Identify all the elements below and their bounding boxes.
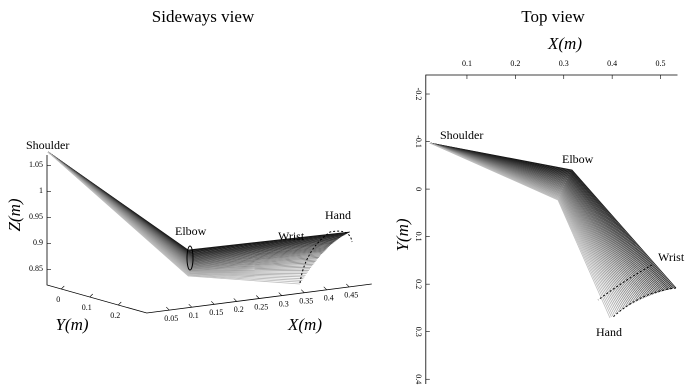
annotation: Wrist [658, 250, 685, 264]
x-tick-label: 0.4 [324, 294, 334, 303]
x-tick-label: 0.3 [559, 59, 569, 68]
x-tick [346, 283, 350, 288]
y-tick-label: 0.1 [414, 232, 423, 242]
annotation: Shoulder [26, 138, 69, 152]
hand-path [611, 287, 677, 319]
y-tick-label: 0.1 [82, 303, 92, 312]
x-tick-label: 0.15 [209, 308, 223, 317]
y-tick-label: 0.2 [414, 279, 423, 289]
y-tick [61, 285, 65, 290]
x-tick-label: 0.3 [279, 299, 289, 308]
x-tick-label: 0.5 [656, 59, 666, 68]
wrist-path [597, 264, 653, 301]
x-tick-label: 0.45 [344, 291, 358, 300]
annotation: Hand [596, 325, 622, 339]
annotation: Hand [325, 208, 351, 222]
z-tick-label: 0.85 [29, 264, 43, 273]
z-tick-label: 1.05 [29, 160, 43, 169]
y-tick-label: 0.2 [110, 311, 120, 320]
x-tick [233, 298, 237, 302]
annotation: Elbow [175, 224, 207, 238]
x-tick [278, 292, 282, 296]
x-tick-label: 0.2 [510, 59, 520, 68]
x-tick [211, 301, 215, 305]
axis-line [46, 155, 372, 314]
x-tick [301, 289, 305, 293]
arm-trace [429, 142, 669, 290]
x-tick-label: 0.2 [234, 305, 244, 314]
z-tick-label: 1 [39, 186, 43, 195]
y-axis-label: Y(m) [393, 218, 412, 251]
x-tick [323, 286, 327, 291]
annotation: Elbow [562, 152, 594, 166]
y-tick [118, 301, 122, 306]
arm-trace [47, 151, 301, 285]
z-axis-label: Z(m) [5, 198, 24, 231]
arm-trace [47, 151, 302, 283]
x-tick-label: 0.35 [299, 297, 313, 306]
axis-line [425, 74, 678, 384]
x-tick-label: 0.05 [164, 314, 178, 323]
annotation: Wrist [278, 229, 305, 243]
x-tick-label: 0.1 [462, 59, 472, 68]
x-tick [188, 303, 192, 308]
elbow-joint [186, 245, 194, 271]
y-axis-label: Y(m) [55, 315, 88, 334]
chart-title: Sideways view [152, 7, 255, 26]
x-axis-label: X(m) [547, 34, 582, 53]
arm-trace [429, 142, 611, 319]
y-tick-label: -0.1 [414, 135, 423, 148]
y-tick-label: 0.4 [414, 374, 423, 384]
y-tick-label: 0 [56, 295, 60, 304]
chart-title: Top view [521, 7, 585, 26]
x-tick [166, 306, 170, 311]
z-tick-label: 0.95 [29, 212, 43, 221]
x-tick-label: 0.1 [189, 311, 199, 320]
x-tick-label: 0.25 [254, 302, 268, 311]
annotation: Shoulder [440, 128, 483, 142]
z-tick-label: 0.9 [33, 238, 43, 247]
hand-path [299, 230, 353, 284]
y-tick-label: 0.3 [414, 327, 423, 337]
y-tick [89, 293, 93, 298]
x-tick [256, 295, 260, 299]
y-tick-label: 0 [414, 187, 423, 191]
y-tick-label: -0.2 [414, 88, 423, 101]
x-axis-label: X(m) [287, 315, 322, 334]
arm-trace [429, 142, 668, 291]
x-tick-label: 0.4 [607, 59, 617, 68]
